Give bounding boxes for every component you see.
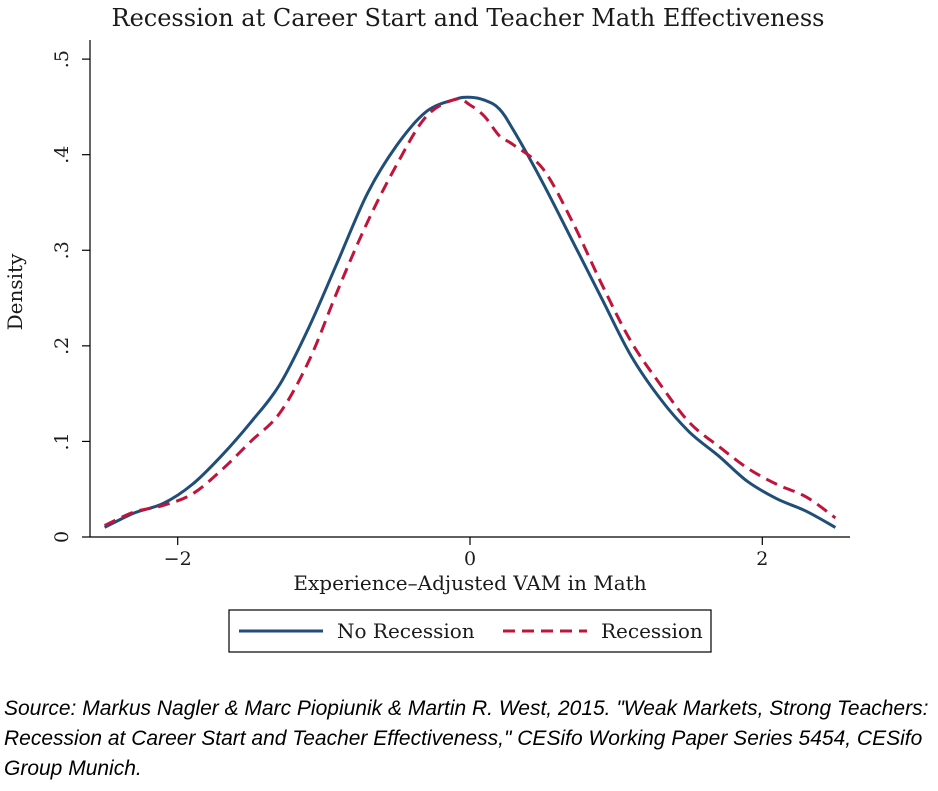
density-chart: Recession at Career Start and Teacher Ma…: [3, 4, 850, 653]
x-axis: −2 0 2: [164, 537, 768, 570]
x-axis-label: Experience–Adjusted VAM in Math: [293, 571, 646, 595]
series-line-no-recession: [103, 95, 837, 529]
y-tick-label: .3: [51, 241, 73, 259]
y-tick-label: .1: [51, 432, 73, 450]
y-tick-label: .5: [51, 50, 73, 68]
plot-area: [89, 40, 850, 538]
y-tick-label: .4: [51, 146, 73, 164]
y-tick-label: .2: [51, 337, 73, 355]
y-axis: 0 .1 .2 .3 .4 .5: [51, 50, 90, 543]
source-citation: Source: Markus Nagler & Marc Piopiunik &…: [4, 697, 929, 780]
series-line-recession: [103, 97, 837, 527]
legend-label-no-recession: No Recession: [337, 619, 475, 643]
y-axis-label: Density: [3, 253, 27, 330]
series-lines: [103, 95, 837, 529]
y-tick-label: 0: [51, 531, 73, 543]
x-tick-label: −2: [164, 548, 192, 570]
x-tick-label: 2: [756, 548, 768, 570]
legend: No Recession Recession: [228, 609, 712, 653]
legend-label-recession: Recession: [601, 619, 703, 643]
x-tick-label: 0: [464, 548, 476, 570]
chart-title: Recession at Career Start and Teacher Ma…: [112, 4, 825, 32]
